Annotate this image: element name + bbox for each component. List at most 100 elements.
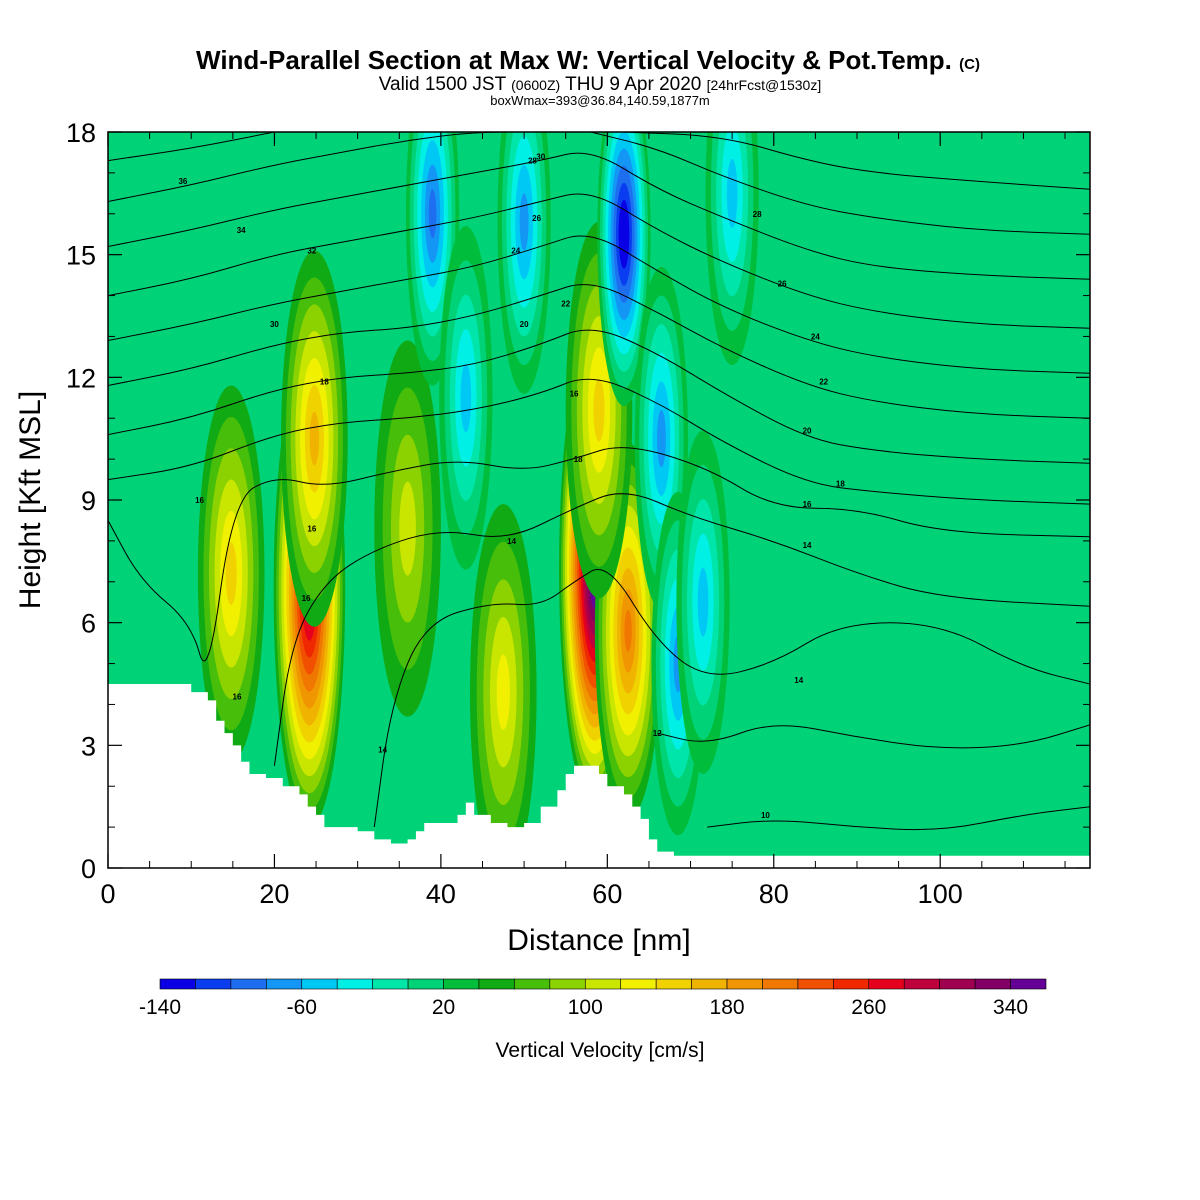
colorbar-swatch [620, 978, 657, 990]
colorbar-swatch [903, 978, 940, 990]
colorbar-swatch [691, 978, 728, 990]
theta-isentrope-5 [108, 378, 1090, 505]
x-tick-label: 20 [259, 879, 289, 909]
colorbar-swatch [868, 978, 905, 990]
velocity-contour-band [309, 411, 320, 466]
theta-isentrope-2 [373, 569, 1090, 828]
theta-label-extra-1: 32 [307, 247, 316, 256]
colorbar-swatch [974, 978, 1011, 990]
subtitle-part-3: THU 9 Apr 2020 [560, 74, 706, 95]
y-tick-label: 15 [66, 241, 96, 271]
downdraft-core-15 [705, 132, 759, 366]
theta-label-text: 18 [836, 480, 845, 489]
updraft-core-4 [470, 504, 537, 868]
colorbar-swatch [478, 978, 515, 990]
colorbar-title: Vertical Velocity [cm/s] [496, 1039, 705, 1062]
x-tick-label: 0 [100, 879, 115, 909]
theta-label-text: 24 [511, 247, 520, 256]
theta-label-text: 18 [320, 377, 329, 386]
theta-label-extra-12: 20 [520, 320, 529, 329]
colorbar-swatch [1010, 978, 1047, 990]
colorbar-swatch [301, 978, 338, 990]
velocity-contour-band [624, 609, 632, 652]
colorbar-tick-label: -140 [139, 996, 181, 1019]
colorbar-swatch [407, 978, 444, 990]
theta-label-text: 14 [803, 541, 812, 550]
colorbar-swatch [159, 978, 196, 990]
theta-label-extra-8: 14 [378, 745, 387, 754]
y-tick-label: 9 [81, 486, 96, 516]
theta-label-text: 16 [307, 525, 316, 534]
theta-isentrope-10 [108, 152, 1090, 280]
theta-label-14: 36 [178, 177, 187, 186]
theta-label-text: 30 [270, 320, 279, 329]
theta-label-4: 16 [803, 500, 812, 509]
theta-label-extra-4: 16 [307, 525, 316, 534]
colorbar-swatch [549, 978, 586, 990]
colorbar-swatch [514, 978, 551, 990]
y-tick-label: 18 [66, 118, 96, 148]
colorbar-swatch [195, 978, 232, 990]
colorbar-swatch [939, 978, 976, 990]
x-axis-label: Distance [nm] [507, 924, 690, 957]
theta-label-10: 28 [753, 210, 762, 219]
theta-label-text: 18 [574, 455, 583, 464]
theta-isentrope-6 [108, 329, 1090, 464]
velocity-contour-band [726, 158, 738, 228]
subtitle-part-1: Valid 1500 JST [379, 74, 511, 95]
colorbar-tick-label: 100 [568, 996, 603, 1019]
y-tick-label: 3 [81, 731, 96, 761]
velocity-contour-band [225, 542, 237, 605]
colorbar-swatch [797, 978, 834, 990]
y-tick-label: 6 [81, 609, 96, 639]
theta-label-text: 16 [195, 496, 204, 505]
colorbar-swatch [655, 978, 692, 990]
theta-isentrope-12 [590, 132, 1090, 235]
theta-label-text: 14 [507, 537, 516, 546]
theta-label-text: 16 [233, 692, 242, 701]
theta-label-extra-7: 16 [233, 692, 242, 701]
colorbar-tick-label: 20 [432, 996, 455, 1019]
theta-label-text: 30 [536, 153, 545, 162]
theta-label-text: 32 [307, 247, 316, 256]
theta-label-11: 30 [536, 153, 545, 162]
theta-label-3: 14 [803, 541, 812, 550]
colorbar-swatch [336, 978, 373, 990]
theta-label-7: 22 [819, 377, 828, 386]
downdraft-core-9 [439, 226, 493, 570]
theta-label-text: 14 [378, 745, 387, 754]
colorbar-swatch [833, 978, 870, 990]
velocity-contour-band [593, 378, 605, 442]
theta-label-text: 26 [778, 279, 787, 288]
theta-label-text: 16 [570, 390, 579, 399]
x-tick-label: 60 [592, 879, 622, 909]
updraft-core-3 [374, 340, 441, 717]
subtitle-part-2: (0600Z) [511, 77, 560, 93]
colorbar-swatch [266, 978, 303, 990]
theta-label-1: 12 [653, 729, 662, 738]
chart-subtitle-2: boxWmax=393@36.84,140.59,1877m [490, 93, 710, 108]
theta-label-5: 18 [836, 480, 845, 489]
title-suffix: (C) [959, 56, 980, 73]
colorbar-swatch [584, 978, 622, 990]
colorbar-tick-label: 180 [710, 996, 745, 1019]
y-tick-label: 12 [66, 363, 96, 393]
theta-isentrope-8 [108, 235, 1090, 374]
theta-label-text: 12 [653, 729, 662, 738]
chart-title: Wind-Parallel Section at Max W: Vertical… [196, 45, 980, 75]
colorbar-swatch [726, 978, 763, 990]
theta-isentrope-0 [707, 806, 1090, 831]
velocity-contour-band [460, 363, 472, 433]
theta-label-text: 26 [532, 214, 541, 223]
chart-subtitle: Valid 1500 JST (0600Z) THU 9 Apr 2020 [2… [379, 74, 821, 95]
x-tick-label: 100 [918, 879, 963, 909]
velocity-contour-band [697, 567, 709, 637]
colorbar-swatch [230, 978, 267, 990]
colorbar-tick-label: -60 [287, 996, 317, 1019]
theta-label-text: 14 [794, 676, 803, 685]
x-tick-label: 80 [759, 879, 789, 909]
theta-label-text: 22 [561, 300, 570, 309]
theta-label-extra-2: 30 [270, 320, 279, 329]
theta-label-extra-14: 24 [511, 247, 520, 256]
